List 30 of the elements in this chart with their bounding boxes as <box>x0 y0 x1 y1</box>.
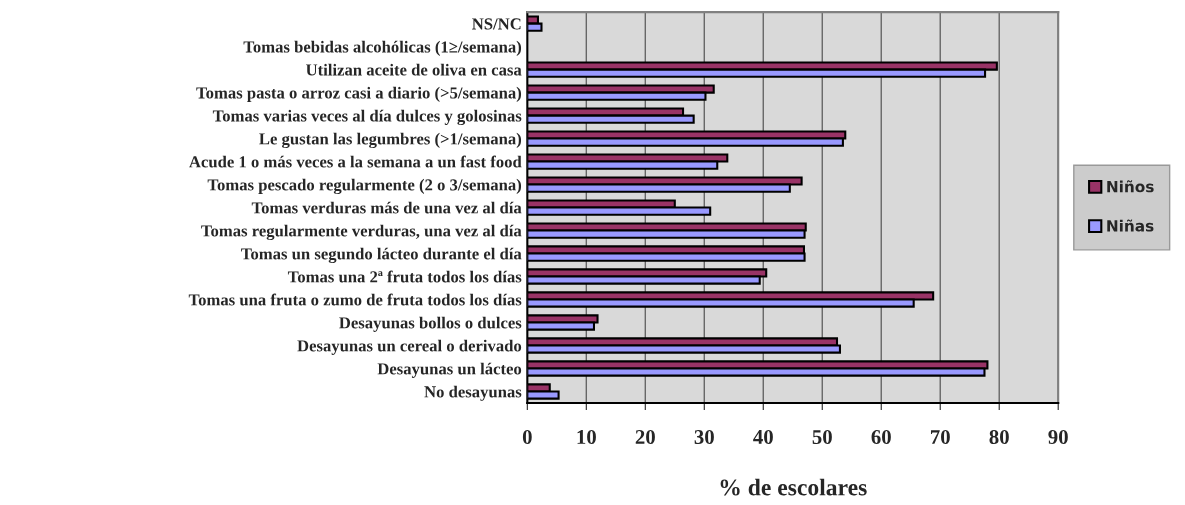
x-tick-label: 70 <box>931 429 950 445</box>
y-tick-label: Tomas bebidas alcohólicas (1≥/semana) <box>243 40 522 56</box>
legend-label: Niños <box>1107 180 1154 193</box>
y-tick-label: Tomas verduras más de una vez al día <box>251 201 522 214</box>
y-tick-label: Tomas una fruta o zumo de fruta todos los días <box>188 293 522 306</box>
x-tick-label: 0 <box>522 429 532 445</box>
y-tick-label: Utilizan aceite de oliva en casa <box>306 63 522 76</box>
x-tick-label: 90 <box>1048 429 1068 445</box>
x-tick-label: 80 <box>989 429 1009 445</box>
x-tick-label: 50 <box>812 429 832 445</box>
x-axis-title: % de escolares <box>720 478 867 496</box>
legend-label: Niñas <box>1107 219 1154 232</box>
x-tick-label: 40 <box>753 429 773 445</box>
x-tick-label: 10 <box>577 429 596 445</box>
x-tick-label: 20 <box>635 429 655 445</box>
y-tick-label: Tomas una 2ª fruta todos los días <box>287 270 522 283</box>
y-tick-label: Le gustan las legumbres (>1/semana) <box>259 132 522 149</box>
y-tick-label: No desayunas <box>424 385 522 401</box>
y-tick-label: NS/NC <box>472 18 521 30</box>
y-tick-label: Acude 1 o más veces a la semana a un fast food <box>189 155 522 168</box>
y-tick-label: Desayunas un lácteo <box>377 362 522 378</box>
y-tick-label: Tomas pasta o arroz casi a diario (>5/semana) <box>196 86 522 102</box>
y-tick-label: Tomas varias veces al día dulces y golosinas <box>212 109 522 126</box>
y-tick-label: Tomas un segundo lácteo durante el día <box>241 247 522 264</box>
x-tick-label: 30 <box>694 429 714 445</box>
y-tick-label: Tomas regularmente verduras, una vez al día <box>201 224 522 241</box>
x-tick-label: 60 <box>871 429 891 445</box>
y-tick-label: Tomas pescado regularmente (2 o 3/semana) <box>207 178 522 195</box>
y-tick-label: Desayunas un cereal o derivado <box>297 339 522 355</box>
y-tick-label: Desayunas bollos o dulces <box>339 316 522 332</box>
